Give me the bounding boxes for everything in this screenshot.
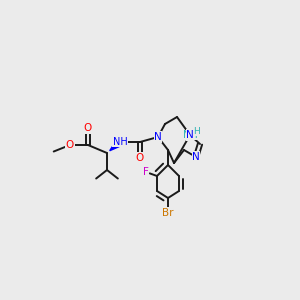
Text: Br: Br [162,208,174,218]
Polygon shape [110,142,119,151]
Text: N: N [192,152,200,162]
Text: O: O [66,140,74,150]
Text: N: N [186,130,194,140]
Text: N: N [154,132,162,142]
Text: NH: NH [112,137,128,147]
Text: O: O [136,153,144,163]
Text: NH: NH [183,130,197,140]
Text: H: H [193,127,200,136]
Text: O: O [84,123,92,133]
Text: F: F [143,167,149,177]
